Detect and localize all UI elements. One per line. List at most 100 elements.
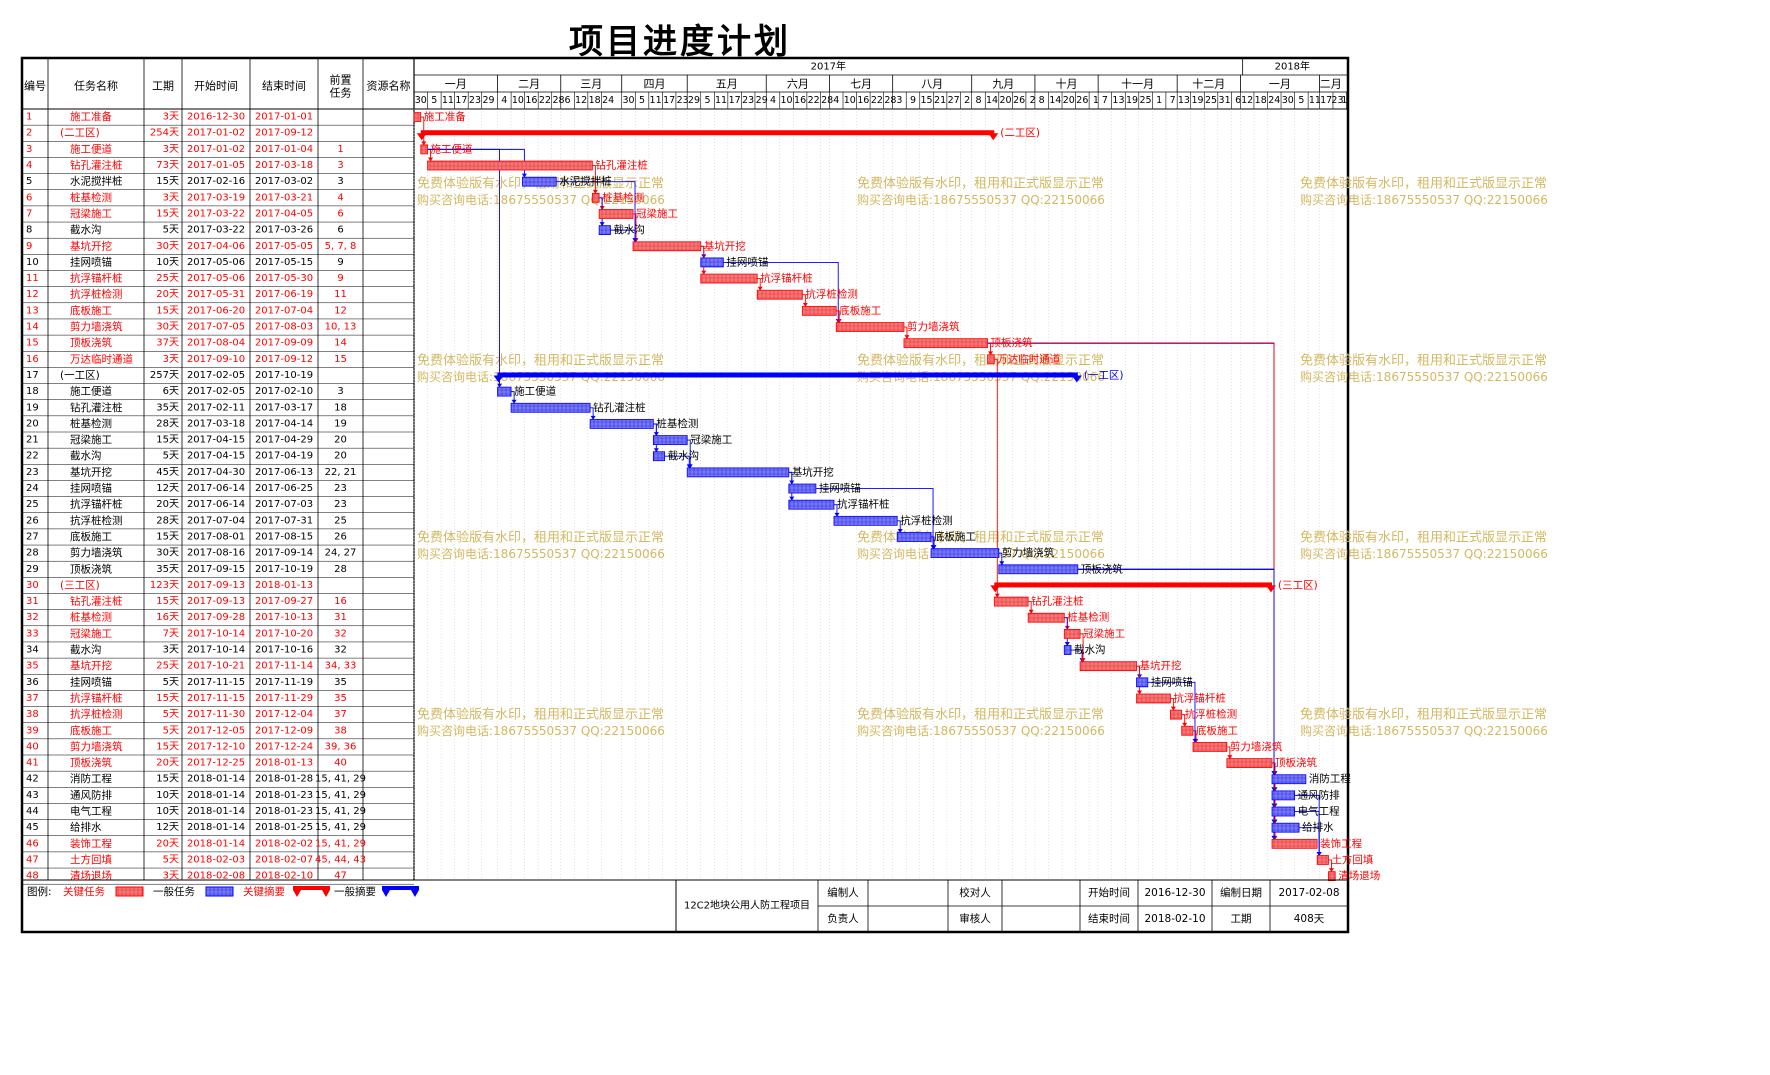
task-start: 2017-10-14	[187, 645, 245, 656]
task-duration: 20天	[156, 499, 179, 510]
watermark-text: 免费体验版有水印，租用和正式版显示正常	[857, 707, 1104, 723]
dependency-arrow	[1064, 642, 1070, 647]
day-label: 29	[756, 95, 768, 106]
task-end: 2017-08-03	[255, 322, 313, 333]
summary-bar-cap	[990, 585, 1001, 593]
info-duration-value: 408天	[1294, 913, 1325, 925]
task-predecessor: 37	[334, 709, 347, 720]
day-label: 30	[1282, 95, 1294, 106]
year-label: 2017年	[811, 60, 846, 73]
task-name: 基坑开挖	[70, 659, 112, 672]
task-name: 挂网喷锚	[70, 255, 112, 268]
task-name: 顶板浇筑	[70, 756, 112, 769]
dependency-arrow	[1028, 609, 1034, 614]
task-end: 2018-02-10	[255, 871, 313, 882]
task-end: 2017-07-04	[255, 305, 313, 316]
task-name: 装饰工程	[70, 837, 112, 850]
info-compile-date-value: 2017-02-08	[1278, 887, 1339, 899]
task-id: 4	[26, 160, 32, 171]
task-id: 2	[26, 128, 32, 139]
chart-frame	[20, 56, 1350, 934]
task-start: 2017-04-06	[187, 241, 245, 252]
dependency-line	[931, 536, 935, 550]
task-bar	[1079, 661, 1137, 672]
task-end: 2017-12-24	[255, 741, 313, 752]
dependency-arrow	[1137, 690, 1143, 695]
legend-critical-summary-swatch	[293, 886, 330, 897]
summary-bar-cap	[1266, 585, 1277, 593]
day-label: 11	[442, 95, 454, 106]
task-id: 27	[26, 531, 39, 542]
dependency-line	[1294, 794, 1320, 856]
day-label: 13	[1112, 95, 1124, 106]
dependency-arrow	[1182, 722, 1188, 727]
task-name: 底板施工	[70, 304, 112, 317]
dependency-line	[723, 261, 839, 324]
bar-label: (三工区)	[1278, 579, 1318, 591]
task-name: 通风防排	[70, 788, 112, 801]
day-label: 16	[525, 95, 537, 106]
dependency-arrow	[421, 141, 427, 146]
dependency-arrow	[1192, 738, 1198, 743]
task-end: 2017-09-27	[255, 596, 313, 607]
task-start: 2017-05-06	[187, 273, 245, 284]
task-id: 21	[26, 435, 39, 446]
task-predecessor: 9	[337, 273, 343, 284]
bar-label: 冠梁施工	[1083, 627, 1125, 640]
bar-label: 抗浮锚杆桩	[760, 272, 813, 285]
day-label: 20	[1000, 95, 1012, 106]
task-name: 桩基检测	[70, 611, 112, 624]
day-label: 14	[1049, 95, 1061, 106]
task-end: 2017-10-19	[255, 370, 313, 381]
task-start: 2017-11-30	[187, 709, 245, 720]
month-label: 八月	[921, 78, 943, 91]
task-predecessor: 15, 41, 29	[315, 806, 366, 817]
bar-label: 截水沟	[668, 449, 700, 462]
info-end-label: 结束时间	[1088, 912, 1130, 925]
task-name: 截水沟	[70, 449, 102, 462]
task-name: 消防工程	[70, 772, 112, 785]
day-label: 5	[705, 95, 711, 106]
dependency-arrow	[1080, 658, 1086, 663]
task-start: 2017-08-16	[187, 548, 245, 559]
info-end-value: 2018-02-10	[1144, 913, 1205, 925]
bar-label: 通风防排	[1298, 788, 1340, 801]
watermark-text: 免费体验版有水印，租用和正式版显示正常	[1300, 176, 1547, 192]
dependency-arrow	[592, 189, 598, 194]
day-label: 16	[794, 95, 806, 106]
task-name: 桩基检测	[70, 417, 112, 430]
task-duration: 5天	[163, 709, 179, 720]
month-label: 三月	[580, 78, 602, 91]
task-duration: 25天	[156, 661, 179, 672]
info-compile-date-label: 编制日期	[1220, 886, 1262, 899]
task-start: 2018-01-14	[187, 806, 245, 817]
task-bar	[686, 467, 790, 478]
task-start: 2017-10-21	[187, 661, 245, 672]
day-label: 15	[920, 95, 932, 106]
day-label: 19	[1126, 95, 1138, 106]
task-bar	[756, 289, 803, 300]
task-predecessor: 16	[334, 596, 347, 607]
day-label: 22	[808, 95, 820, 106]
task-name: 截水沟	[70, 643, 102, 656]
task-id: 31	[26, 596, 39, 607]
legend-normal-summary-swatch	[382, 886, 419, 897]
task-predecessor: 14	[334, 338, 347, 349]
task-duration: 5天	[163, 725, 179, 736]
task-bar	[700, 273, 758, 284]
task-end: 2017-05-15	[255, 257, 313, 268]
bar-label: 钻孔灌注桩	[595, 159, 648, 172]
task-start: 2017-12-05	[187, 725, 245, 736]
day-label: 11	[715, 95, 727, 106]
task-start: 2017-08-04	[187, 338, 245, 349]
task-name: 抗浮桩检测	[70, 514, 123, 527]
task-id: 14	[26, 322, 39, 333]
task-end: 2017-03-02	[255, 176, 313, 187]
dependency-line	[1077, 568, 1275, 808]
day-label: 28	[552, 95, 564, 106]
dependency-arrow	[789, 496, 795, 501]
day-label: 1	[1093, 95, 1099, 106]
task-bar	[591, 192, 600, 203]
bar-label: 抗浮桩检测	[900, 514, 953, 527]
summary-bar-cap	[416, 133, 427, 141]
